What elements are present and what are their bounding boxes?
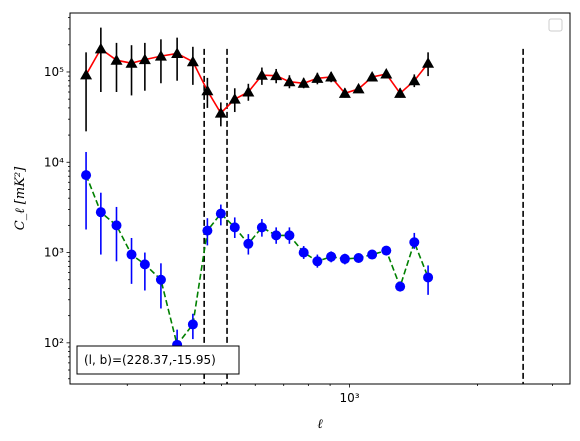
data-point-circle [256, 222, 267, 233]
data-point-triangle [255, 69, 268, 80]
data-point-circle [271, 230, 282, 241]
data-point-triangle [338, 87, 351, 98]
data-point-circle [367, 249, 378, 260]
data-point-triangle [270, 69, 283, 81]
data-point-triangle [94, 42, 107, 54]
data-point-circle [312, 256, 323, 267]
data-point-triangle [422, 57, 435, 68]
x-tick-label: 10³ [340, 391, 360, 405]
data-point-circle [126, 249, 137, 260]
annotation-frame [76, 345, 240, 375]
data-point-triangle [366, 70, 379, 82]
y-axis-label: C_ℓ [mK²] [13, 166, 28, 230]
annotation-text: (l, b)=(228.37,-15.95) [84, 353, 216, 367]
data-point-triangle [242, 86, 255, 97]
data-point-circle [284, 230, 295, 241]
series-2 [81, 151, 434, 360]
data-point-triangle [125, 57, 138, 68]
data-point-triangle [186, 55, 199, 67]
data-point-circle [423, 272, 434, 283]
data-point-circle [95, 207, 106, 218]
legend [548, 18, 563, 32]
data-point-triangle [325, 70, 338, 82]
annotation-box: (l, b)=(228.37,-15.95) [76, 345, 240, 375]
data-point-triangle [80, 68, 93, 80]
data-point-triangle [297, 77, 310, 88]
data-point-triangle [380, 67, 393, 79]
data-point-triangle [394, 87, 407, 98]
data-point-triangle [154, 50, 167, 61]
data-point-triangle [201, 84, 214, 96]
plot-area [70, 13, 570, 384]
x-axis-label: ℓ [317, 417, 323, 432]
data-point-triangle [352, 82, 365, 94]
data-point-triangle [408, 74, 421, 86]
data-point-triangle [110, 54, 123, 65]
axes: 10² 10³ 10⁴ 10⁵ 10³ [44, 12, 571, 405]
data-point-triangle [311, 72, 324, 83]
data-point-triangle [214, 107, 227, 118]
y-tick-label: 10³ [44, 246, 64, 260]
data-point-triangle [228, 93, 241, 104]
data-point-circle [187, 319, 198, 330]
y-tick-label: 10² [44, 336, 64, 350]
data-point-circle [111, 220, 122, 231]
data-point-circle [339, 253, 350, 264]
data-point-circle [202, 225, 213, 236]
vertical-lines [203, 48, 524, 384]
series-1 [80, 27, 435, 132]
plot-background [70, 13, 570, 384]
data-point-triangle [138, 53, 151, 65]
data-point-triangle [171, 47, 184, 59]
legend-frame [548, 18, 563, 32]
data-point-circle [229, 222, 240, 233]
data-point-circle [353, 253, 364, 264]
data-point-circle [243, 238, 254, 249]
series-group [80, 27, 435, 360]
data-point-circle [81, 170, 92, 181]
data-point-circle [395, 281, 406, 292]
data-point-circle [155, 274, 166, 285]
data-point-circle [326, 251, 337, 262]
y-tick-label: 10⁴ [44, 155, 64, 169]
y-tick-label: 10⁵ [44, 65, 64, 79]
data-point-circle [139, 259, 150, 270]
data-point-circle [215, 208, 226, 219]
data-point-circle [381, 245, 392, 256]
data-point-triangle [283, 75, 296, 87]
data-point-circle [409, 237, 420, 248]
data-point-circle [298, 247, 309, 258]
